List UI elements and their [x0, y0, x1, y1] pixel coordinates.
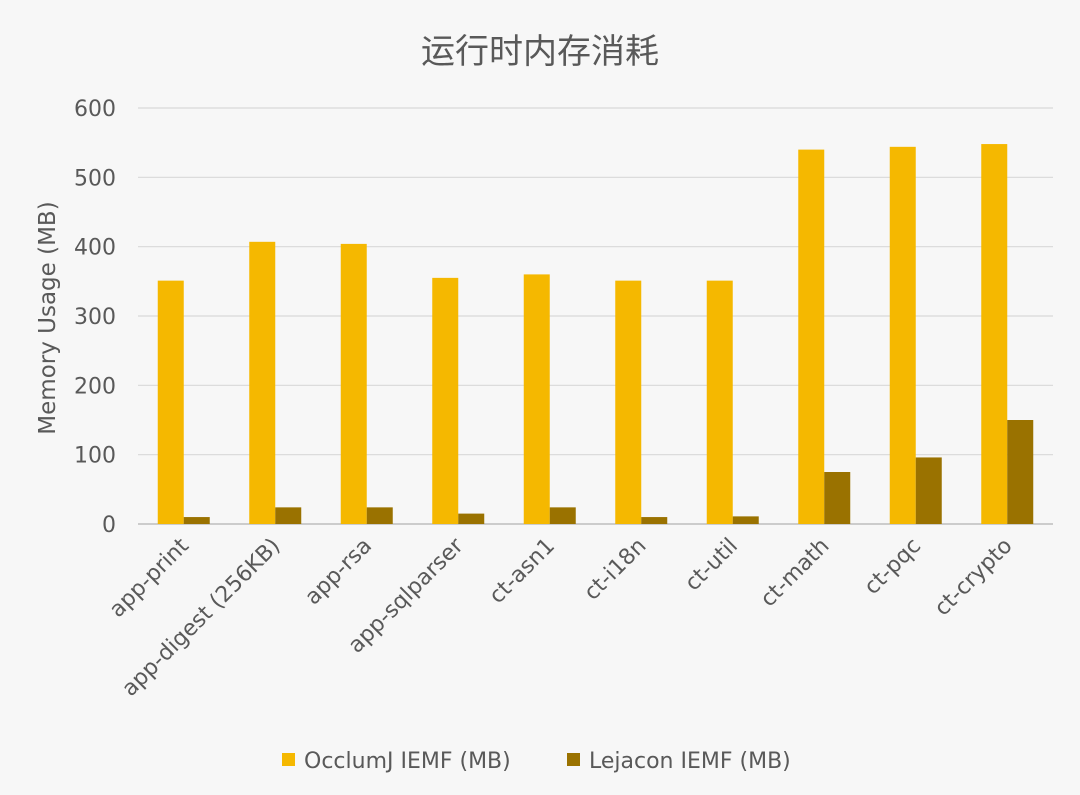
lejacon-bar-9	[1007, 420, 1034, 524]
occlumj-bar-4	[523, 274, 550, 524]
lejacon-bar-2	[366, 507, 393, 524]
occlumj-bar-9	[981, 144, 1008, 524]
y-axis-ticks: 0 100 200 300 400 500 600	[74, 97, 116, 538]
x-tick-label: app-digest (256KB)	[117, 534, 285, 702]
x-tick-label: ct-pqc	[860, 534, 926, 600]
occlumj-bar-2	[340, 243, 367, 525]
lejacon-bar-1	[275, 507, 302, 524]
x-tick-label: ct-asn1	[485, 534, 560, 609]
legend: OcclumJ IEMF (MB) Lejacon IEMF (MB)	[282, 749, 791, 774]
lejacon-legend-label: Lejacon IEMF (MB)	[589, 749, 791, 774]
x-tick-label: ct-math	[756, 534, 835, 613]
occlumj-bar-3	[432, 277, 459, 524]
occlumj-bar-6	[706, 280, 733, 524]
y-tick-label: 100	[74, 444, 116, 469]
lejacon-bar-8	[915, 457, 942, 524]
y-tick-label: 600	[74, 97, 116, 122]
occlumj-legend-label: OcclumJ IEMF (MB)	[304, 749, 511, 774]
lejacon-bar-3	[458, 513, 485, 524]
lejacon-bar-5	[641, 517, 668, 524]
occlumj-bar-0	[157, 280, 184, 524]
lejacon-bar-6	[732, 516, 759, 524]
occlumj-legend-swatch	[282, 753, 295, 766]
occlumj-bar-5	[615, 280, 642, 524]
x-tick-label: ct-crypto	[930, 534, 1018, 622]
lejacon-bar-0	[183, 517, 210, 524]
y-axis-title: Memory Usage (MB)	[35, 201, 61, 434]
grid-lines	[138, 107, 1053, 525]
x-tick-label: app-rsa	[300, 534, 377, 611]
occlumj-bar-1	[249, 241, 276, 524]
lejacon-bar-4	[549, 507, 576, 524]
x-tick-label: ct-util	[680, 534, 743, 597]
x-tick-label: app-print	[105, 533, 194, 622]
chart-title: 运行时内存消耗	[421, 32, 659, 72]
occlumj-bar-8	[889, 146, 916, 524]
y-tick-label: 0	[102, 513, 116, 538]
y-tick-label: 300	[74, 305, 116, 330]
y-tick-label: 400	[74, 236, 116, 261]
occlumj-bar-7	[798, 149, 825, 524]
y-tick-label: 200	[74, 374, 116, 399]
bars	[157, 144, 1034, 525]
lejacon-legend-swatch	[567, 753, 580, 766]
y-tick-label: 500	[74, 166, 116, 191]
lejacon-bar-7	[824, 472, 851, 524]
x-tick-label: ct-i18n	[580, 534, 652, 606]
